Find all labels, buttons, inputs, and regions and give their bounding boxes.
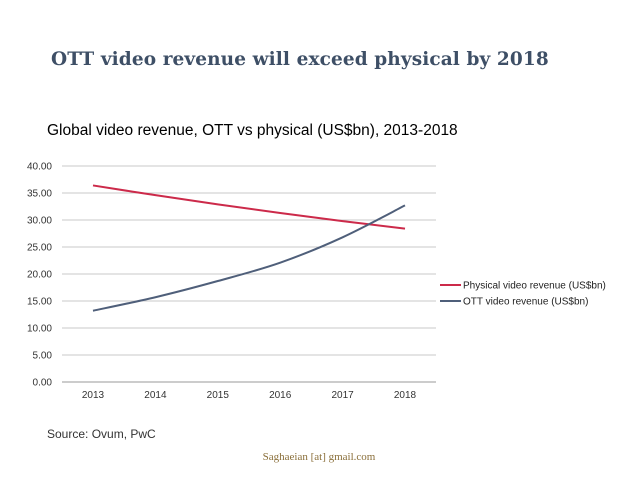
y-tick-label: 0.00 xyxy=(33,378,53,389)
x-tick-label: 2013 xyxy=(82,390,105,401)
y-tick-label: 15.00 xyxy=(27,297,52,308)
x-tick-label: 2017 xyxy=(331,390,354,401)
y-tick-label: 25.00 xyxy=(27,243,52,254)
source-note: Source: Ovum, PwC xyxy=(47,427,156,441)
y-tick-label: 35.00 xyxy=(27,189,52,200)
x-tick-label: 2015 xyxy=(207,390,230,401)
series-line-1 xyxy=(92,204,406,312)
footer-email: Saghaeian [at] gmail.com xyxy=(262,451,376,463)
legend: Physical video revenue (US$bn) OTT video … xyxy=(440,281,606,308)
x-axis-ticks: 2013 2014 2015 2016 2017 2018 xyxy=(82,390,417,401)
gridlines xyxy=(62,165,436,356)
series-lines xyxy=(92,184,406,312)
chart-title: Global video revenue, OTT vs physical (U… xyxy=(47,122,458,139)
y-tick-label: 10.00 xyxy=(27,324,52,335)
y-tick-label: 30.00 xyxy=(27,216,52,227)
legend-label: OTT video revenue (US$bn) xyxy=(463,297,588,308)
y-tick-label: 20.00 xyxy=(27,270,52,281)
x-tick-label: 2014 xyxy=(144,390,167,401)
y-axis-ticks: 0.00 5.00 10.00 15.00 20.00 25.00 30.00 35.00 40… xyxy=(27,162,52,389)
legend-label: Physical video revenue (US$bn) xyxy=(463,281,606,292)
x-tick-label: 2016 xyxy=(269,390,292,401)
series-line-0 xyxy=(92,184,406,230)
y-tick-label: 40.00 xyxy=(27,162,52,173)
x-tick-label: 2018 xyxy=(394,390,417,401)
slide-title: OTT video revenue will exceed physical b… xyxy=(51,49,549,70)
y-tick-label: 5.00 xyxy=(33,351,53,362)
